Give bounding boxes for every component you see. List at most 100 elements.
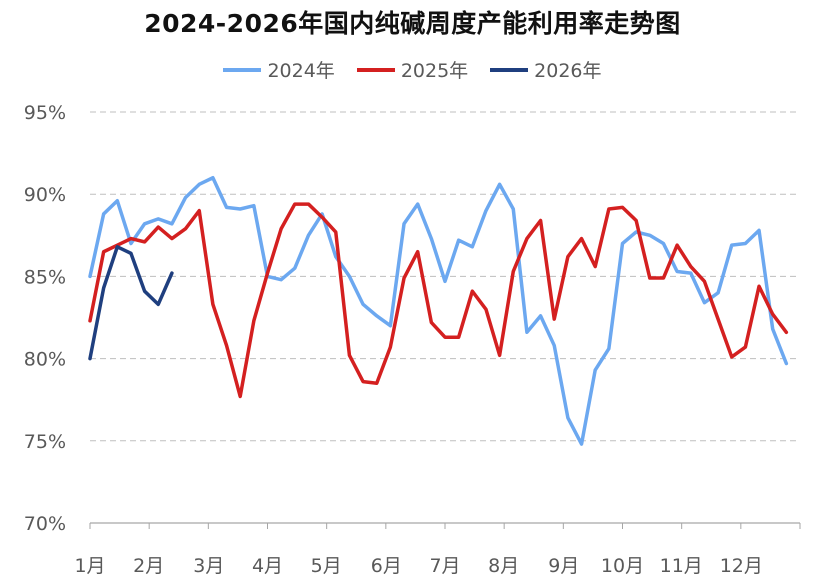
data-point-1-22 xyxy=(389,346,391,348)
data-point-2-6 xyxy=(171,272,173,274)
data-point-0-29 xyxy=(485,209,487,211)
data-point-0-27 xyxy=(457,239,459,241)
data-point-0-41 xyxy=(649,234,651,236)
data-point-1-9 xyxy=(212,303,214,305)
data-point-0-5 xyxy=(157,218,159,220)
data-point-0-0 xyxy=(89,275,91,277)
data-point-0-30 xyxy=(498,183,500,185)
data-point-0-46 xyxy=(717,292,719,294)
data-point-0-18 xyxy=(335,255,337,257)
data-point-1-30 xyxy=(498,354,500,356)
data-point-0-23 xyxy=(403,223,405,225)
x-tick-label: 3月 xyxy=(193,555,224,577)
data-point-0-15 xyxy=(294,267,296,269)
data-point-0-34 xyxy=(553,344,555,346)
data-point-0-14 xyxy=(280,278,282,280)
data-point-1-40 xyxy=(635,219,637,221)
data-point-1-47 xyxy=(731,356,733,358)
data-point-1-49 xyxy=(758,285,760,287)
data-point-1-8 xyxy=(198,209,200,211)
data-point-1-35 xyxy=(567,255,569,257)
data-point-1-20 xyxy=(362,380,364,382)
data-point-1-36 xyxy=(580,237,582,239)
data-point-0-49 xyxy=(758,229,760,231)
data-point-0-44 xyxy=(690,272,692,274)
data-point-1-44 xyxy=(690,265,692,267)
data-point-1-17 xyxy=(321,216,323,218)
data-point-1-32 xyxy=(526,237,528,239)
data-point-0-11 xyxy=(239,208,241,210)
y-tick-label: 95% xyxy=(24,102,66,124)
data-point-0-28 xyxy=(471,246,473,248)
line-chart: 70%75%80%85%90%95%1月 2月 3月 4月 5月 6月 7月 8月 9月 10月 1… xyxy=(0,0,825,588)
data-point-0-51 xyxy=(785,362,787,364)
data-point-0-21 xyxy=(376,315,378,317)
data-point-0-45 xyxy=(703,302,705,304)
data-point-0-8 xyxy=(198,183,200,185)
data-point-2-0 xyxy=(89,357,91,359)
data-point-0-32 xyxy=(526,331,528,333)
data-point-0-20 xyxy=(362,303,364,305)
x-tick-label: 11月 xyxy=(660,555,703,577)
data-point-1-27 xyxy=(457,336,459,338)
data-point-0-9 xyxy=(212,177,214,179)
x-tick-label: 6月 xyxy=(371,555,402,577)
data-point-1-28 xyxy=(471,290,473,292)
y-tick-label: 80% xyxy=(24,349,66,371)
data-point-1-11 xyxy=(239,395,241,397)
data-point-0-33 xyxy=(539,315,541,317)
data-point-0-50 xyxy=(771,328,773,330)
y-tick-label: 85% xyxy=(24,266,66,288)
data-point-1-31 xyxy=(512,270,514,272)
data-point-1-51 xyxy=(785,331,787,333)
data-point-2-3 xyxy=(130,252,132,254)
data-point-0-26 xyxy=(444,280,446,282)
x-tick-label: 8月 xyxy=(488,555,519,577)
data-point-2-1 xyxy=(102,287,104,289)
data-point-0-37 xyxy=(594,369,596,371)
data-point-1-37 xyxy=(594,265,596,267)
data-point-1-42 xyxy=(662,277,664,279)
data-point-1-43 xyxy=(676,244,678,246)
data-point-0-6 xyxy=(171,223,173,225)
data-point-0-4 xyxy=(143,223,145,225)
data-point-0-39 xyxy=(621,242,623,244)
y-tick-label: 90% xyxy=(24,184,66,206)
data-point-0-35 xyxy=(567,417,569,419)
data-point-1-39 xyxy=(621,206,623,208)
data-point-1-16 xyxy=(307,203,309,205)
data-point-2-4 xyxy=(143,290,145,292)
data-point-1-7 xyxy=(184,228,186,230)
data-point-1-25 xyxy=(430,321,432,323)
data-point-1-41 xyxy=(649,277,651,279)
data-point-0-36 xyxy=(580,443,582,445)
x-tick-label: 4月 xyxy=(252,555,283,577)
data-point-1-13 xyxy=(266,272,268,274)
data-point-1-46 xyxy=(717,318,719,320)
data-point-1-48 xyxy=(744,346,746,348)
data-point-0-43 xyxy=(676,270,678,272)
data-point-1-24 xyxy=(416,251,418,253)
data-point-0-38 xyxy=(608,348,610,350)
data-point-1-29 xyxy=(485,308,487,310)
data-point-0-25 xyxy=(430,237,432,239)
data-point-0-31 xyxy=(512,208,514,210)
data-point-1-4 xyxy=(143,241,145,243)
series-line-2025年 xyxy=(90,204,786,396)
data-point-0-19 xyxy=(348,275,350,277)
data-point-1-23 xyxy=(403,277,405,279)
data-point-0-2 xyxy=(116,200,118,202)
data-point-1-5 xyxy=(157,226,159,228)
x-tick-label: 2月 xyxy=(133,555,164,577)
data-point-1-38 xyxy=(608,208,610,210)
x-tick-label: 1月 xyxy=(74,555,105,577)
data-point-0-47 xyxy=(731,244,733,246)
data-point-1-33 xyxy=(539,219,541,221)
data-point-1-0 xyxy=(89,320,91,322)
data-point-1-15 xyxy=(294,203,296,205)
y-tick-label: 75% xyxy=(24,431,66,453)
x-tick-label: 5月 xyxy=(311,555,342,577)
x-tick-label: 10月 xyxy=(601,555,644,577)
data-point-1-19 xyxy=(348,354,350,356)
data-point-1-45 xyxy=(703,280,705,282)
